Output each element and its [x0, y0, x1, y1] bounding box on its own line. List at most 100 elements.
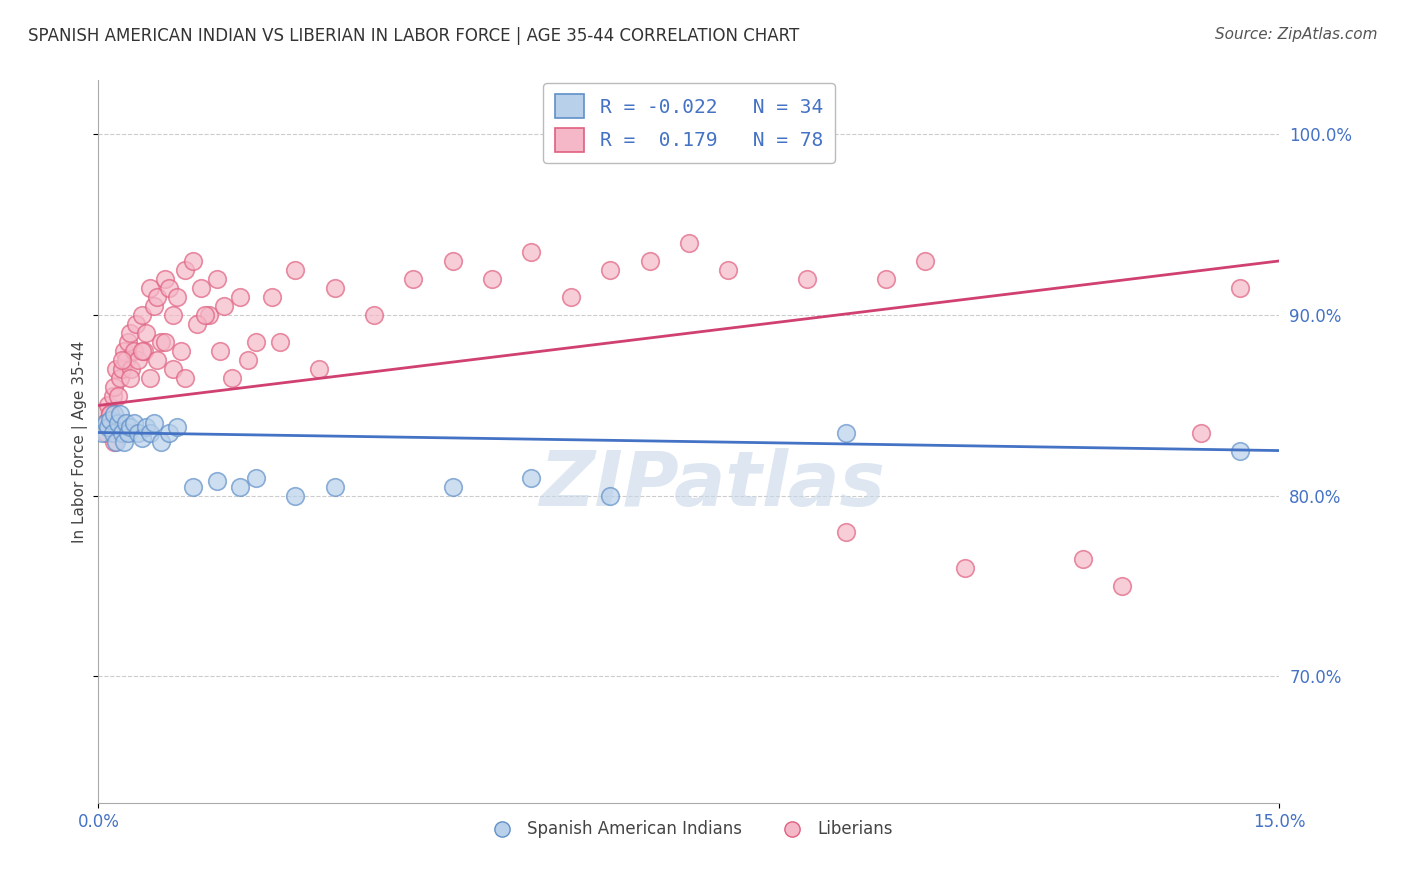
Point	[166, 290, 188, 304]
Point	[107, 389, 129, 403]
Point	[98, 408, 121, 422]
Point	[93, 417, 115, 431]
Point	[520, 470, 543, 484]
Point	[146, 353, 169, 368]
Point	[162, 362, 184, 376]
Point	[111, 362, 134, 376]
Point	[678, 235, 700, 250]
Point	[205, 272, 228, 286]
Point	[197, 308, 219, 322]
Point	[117, 425, 139, 440]
Point	[118, 371, 141, 385]
Point	[308, 362, 330, 376]
Point	[1229, 281, 1251, 295]
Point	[284, 263, 307, 277]
Point	[796, 272, 818, 286]
Point	[104, 434, 127, 449]
Point	[875, 272, 897, 286]
Point	[1111, 579, 1133, 593]
Point	[127, 353, 149, 368]
Point	[98, 408, 121, 422]
Point	[599, 489, 621, 503]
Text: ZIPatlas: ZIPatlas	[540, 448, 886, 522]
Point	[260, 290, 283, 304]
Point	[1189, 425, 1212, 440]
Point	[363, 308, 385, 322]
Point	[560, 290, 582, 304]
Point	[402, 272, 425, 286]
Point	[229, 290, 252, 304]
Point	[245, 335, 267, 350]
Text: SPANISH AMERICAN INDIAN VS LIBERIAN IN LABOR FORCE | AGE 35-44 CORRELATION CHART: SPANISH AMERICAN INDIAN VS LIBERIAN IN L…	[28, 27, 800, 45]
Text: Source: ZipAtlas.com: Source: ZipAtlas.com	[1215, 27, 1378, 42]
Point	[953, 561, 976, 575]
Point	[481, 272, 503, 286]
Point	[155, 335, 177, 350]
Point	[166, 420, 188, 434]
Point	[97, 420, 120, 434]
Point	[118, 420, 141, 434]
Point	[150, 335, 173, 350]
Point	[142, 417, 165, 431]
Point	[717, 263, 740, 277]
Point	[101, 389, 124, 403]
Point	[107, 417, 129, 431]
Point	[162, 308, 184, 322]
Point	[131, 344, 153, 359]
Point	[132, 344, 155, 359]
Point	[155, 272, 177, 286]
Point	[118, 326, 141, 341]
Point	[170, 344, 193, 359]
Point	[441, 254, 464, 268]
Point	[98, 413, 121, 427]
Point	[229, 480, 252, 494]
Point	[174, 371, 197, 385]
Point	[221, 371, 243, 385]
Point	[112, 344, 135, 359]
Point	[127, 425, 149, 440]
Point	[104, 362, 127, 376]
Point	[441, 480, 464, 494]
Point	[135, 420, 157, 434]
Point	[142, 299, 165, 313]
Point	[138, 425, 160, 440]
Point	[138, 371, 160, 385]
Point	[131, 308, 153, 322]
Point	[835, 524, 858, 539]
Point	[599, 263, 621, 277]
Point	[284, 489, 307, 503]
Point	[91, 425, 114, 440]
Point	[146, 290, 169, 304]
Point	[205, 475, 228, 489]
Point	[236, 353, 259, 368]
Point	[209, 344, 232, 359]
Point	[103, 380, 125, 394]
Point	[190, 281, 212, 295]
Point	[103, 408, 125, 422]
Point	[1229, 443, 1251, 458]
Point	[91, 408, 114, 422]
Point	[110, 371, 132, 385]
Point	[122, 417, 145, 431]
Point	[138, 281, 160, 295]
Point	[181, 254, 204, 268]
Point	[1071, 552, 1094, 566]
Point	[111, 425, 134, 440]
Point	[323, 281, 346, 295]
Point	[131, 431, 153, 445]
Point	[103, 434, 125, 449]
Point	[157, 281, 180, 295]
Point	[914, 254, 936, 268]
Point	[214, 299, 236, 313]
Legend: Spanish American Indians, Liberians: Spanish American Indians, Liberians	[478, 814, 900, 845]
Point	[97, 398, 120, 412]
Point	[125, 317, 148, 331]
Point	[115, 353, 138, 368]
Point	[135, 326, 157, 341]
Point	[245, 470, 267, 484]
Point	[101, 425, 124, 440]
Point	[520, 244, 543, 259]
Point	[96, 425, 118, 440]
Point	[96, 417, 118, 431]
Y-axis label: In Labor Force | Age 35-44: In Labor Force | Age 35-44	[72, 341, 89, 542]
